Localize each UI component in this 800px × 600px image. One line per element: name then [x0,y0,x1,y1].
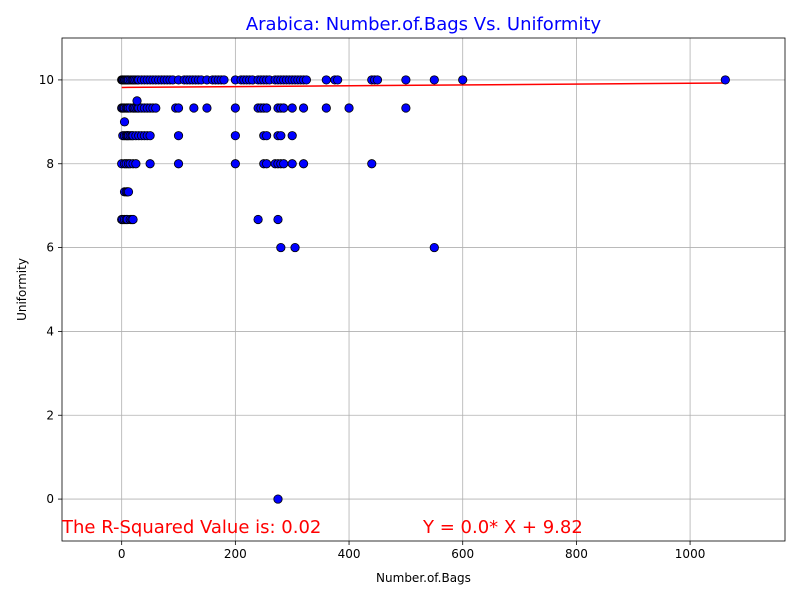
regression-line [121,82,726,89]
x-tick-label: 800 [565,547,588,561]
x-tick-label: 200 [224,547,247,561]
y-axis-label: Uniformity [15,258,29,321]
data-point [131,159,141,169]
data-point [276,131,286,141]
regression-equation-annotation: Y = 0.0* X + 9.82 [422,517,583,538]
data-point [458,75,468,85]
data-point [230,159,240,169]
data-point [253,214,263,225]
y-tick-label: 2 [46,408,54,422]
regression-line-layer [121,82,726,89]
data-point [219,75,229,85]
x-tick-label: 0 [118,547,126,561]
y-tick-label: 6 [46,241,54,255]
data-point [287,131,297,141]
data-point [287,103,297,113]
chart-title: Arabica: Number.of.Bags Vs. Uniformity [246,14,602,35]
data-point [273,214,283,225]
data-point [262,103,272,113]
data-point [287,159,297,169]
axis-ticks: 0 200 400 600 800 1000 0 2 4 6 8 10 [39,73,706,561]
data-point [128,214,138,225]
y-tick-label: 0 [46,492,54,506]
y-tick-label: 8 [46,157,54,171]
data-point [333,75,343,85]
data-point [429,75,439,85]
data-point [372,75,383,85]
data-point [173,103,184,113]
data-point [119,117,130,127]
data-point [145,159,155,169]
data-point [173,159,184,169]
x-axis-label: Number.of.Bags [376,571,471,585]
y-tick-label: 10 [39,73,54,87]
data-point [344,103,354,113]
data-point [145,131,155,141]
data-point [279,103,289,113]
data-point [401,103,411,113]
x-tick-label: 1000 [675,547,706,561]
data-point [290,242,300,253]
data-point [230,131,240,141]
x-tick-label: 400 [338,547,361,561]
data-point [262,131,272,141]
data-point [321,103,331,113]
data-point [173,131,184,141]
data-point [132,96,142,106]
data-point [262,159,272,169]
data-point [401,75,411,85]
data-point [298,159,309,169]
data-point [202,103,212,113]
data-point [429,242,439,253]
data-point [279,159,289,169]
grid [62,38,785,541]
r-squared-annotation: The R-Squared Value is: 0.02 [61,517,321,538]
x-tick-label: 600 [451,547,474,561]
data-point [151,103,161,113]
data-point [123,187,134,197]
data-point [321,75,331,85]
data-point [367,159,377,169]
data-point [301,75,312,85]
data-point [298,103,309,113]
data-points [117,75,730,504]
data-point [720,75,730,85]
plot-frame [61,37,786,542]
data-point [230,103,240,113]
data-point [276,242,286,253]
data-point [273,494,283,504]
data-point [189,103,199,113]
y-tick-label: 4 [46,324,54,338]
